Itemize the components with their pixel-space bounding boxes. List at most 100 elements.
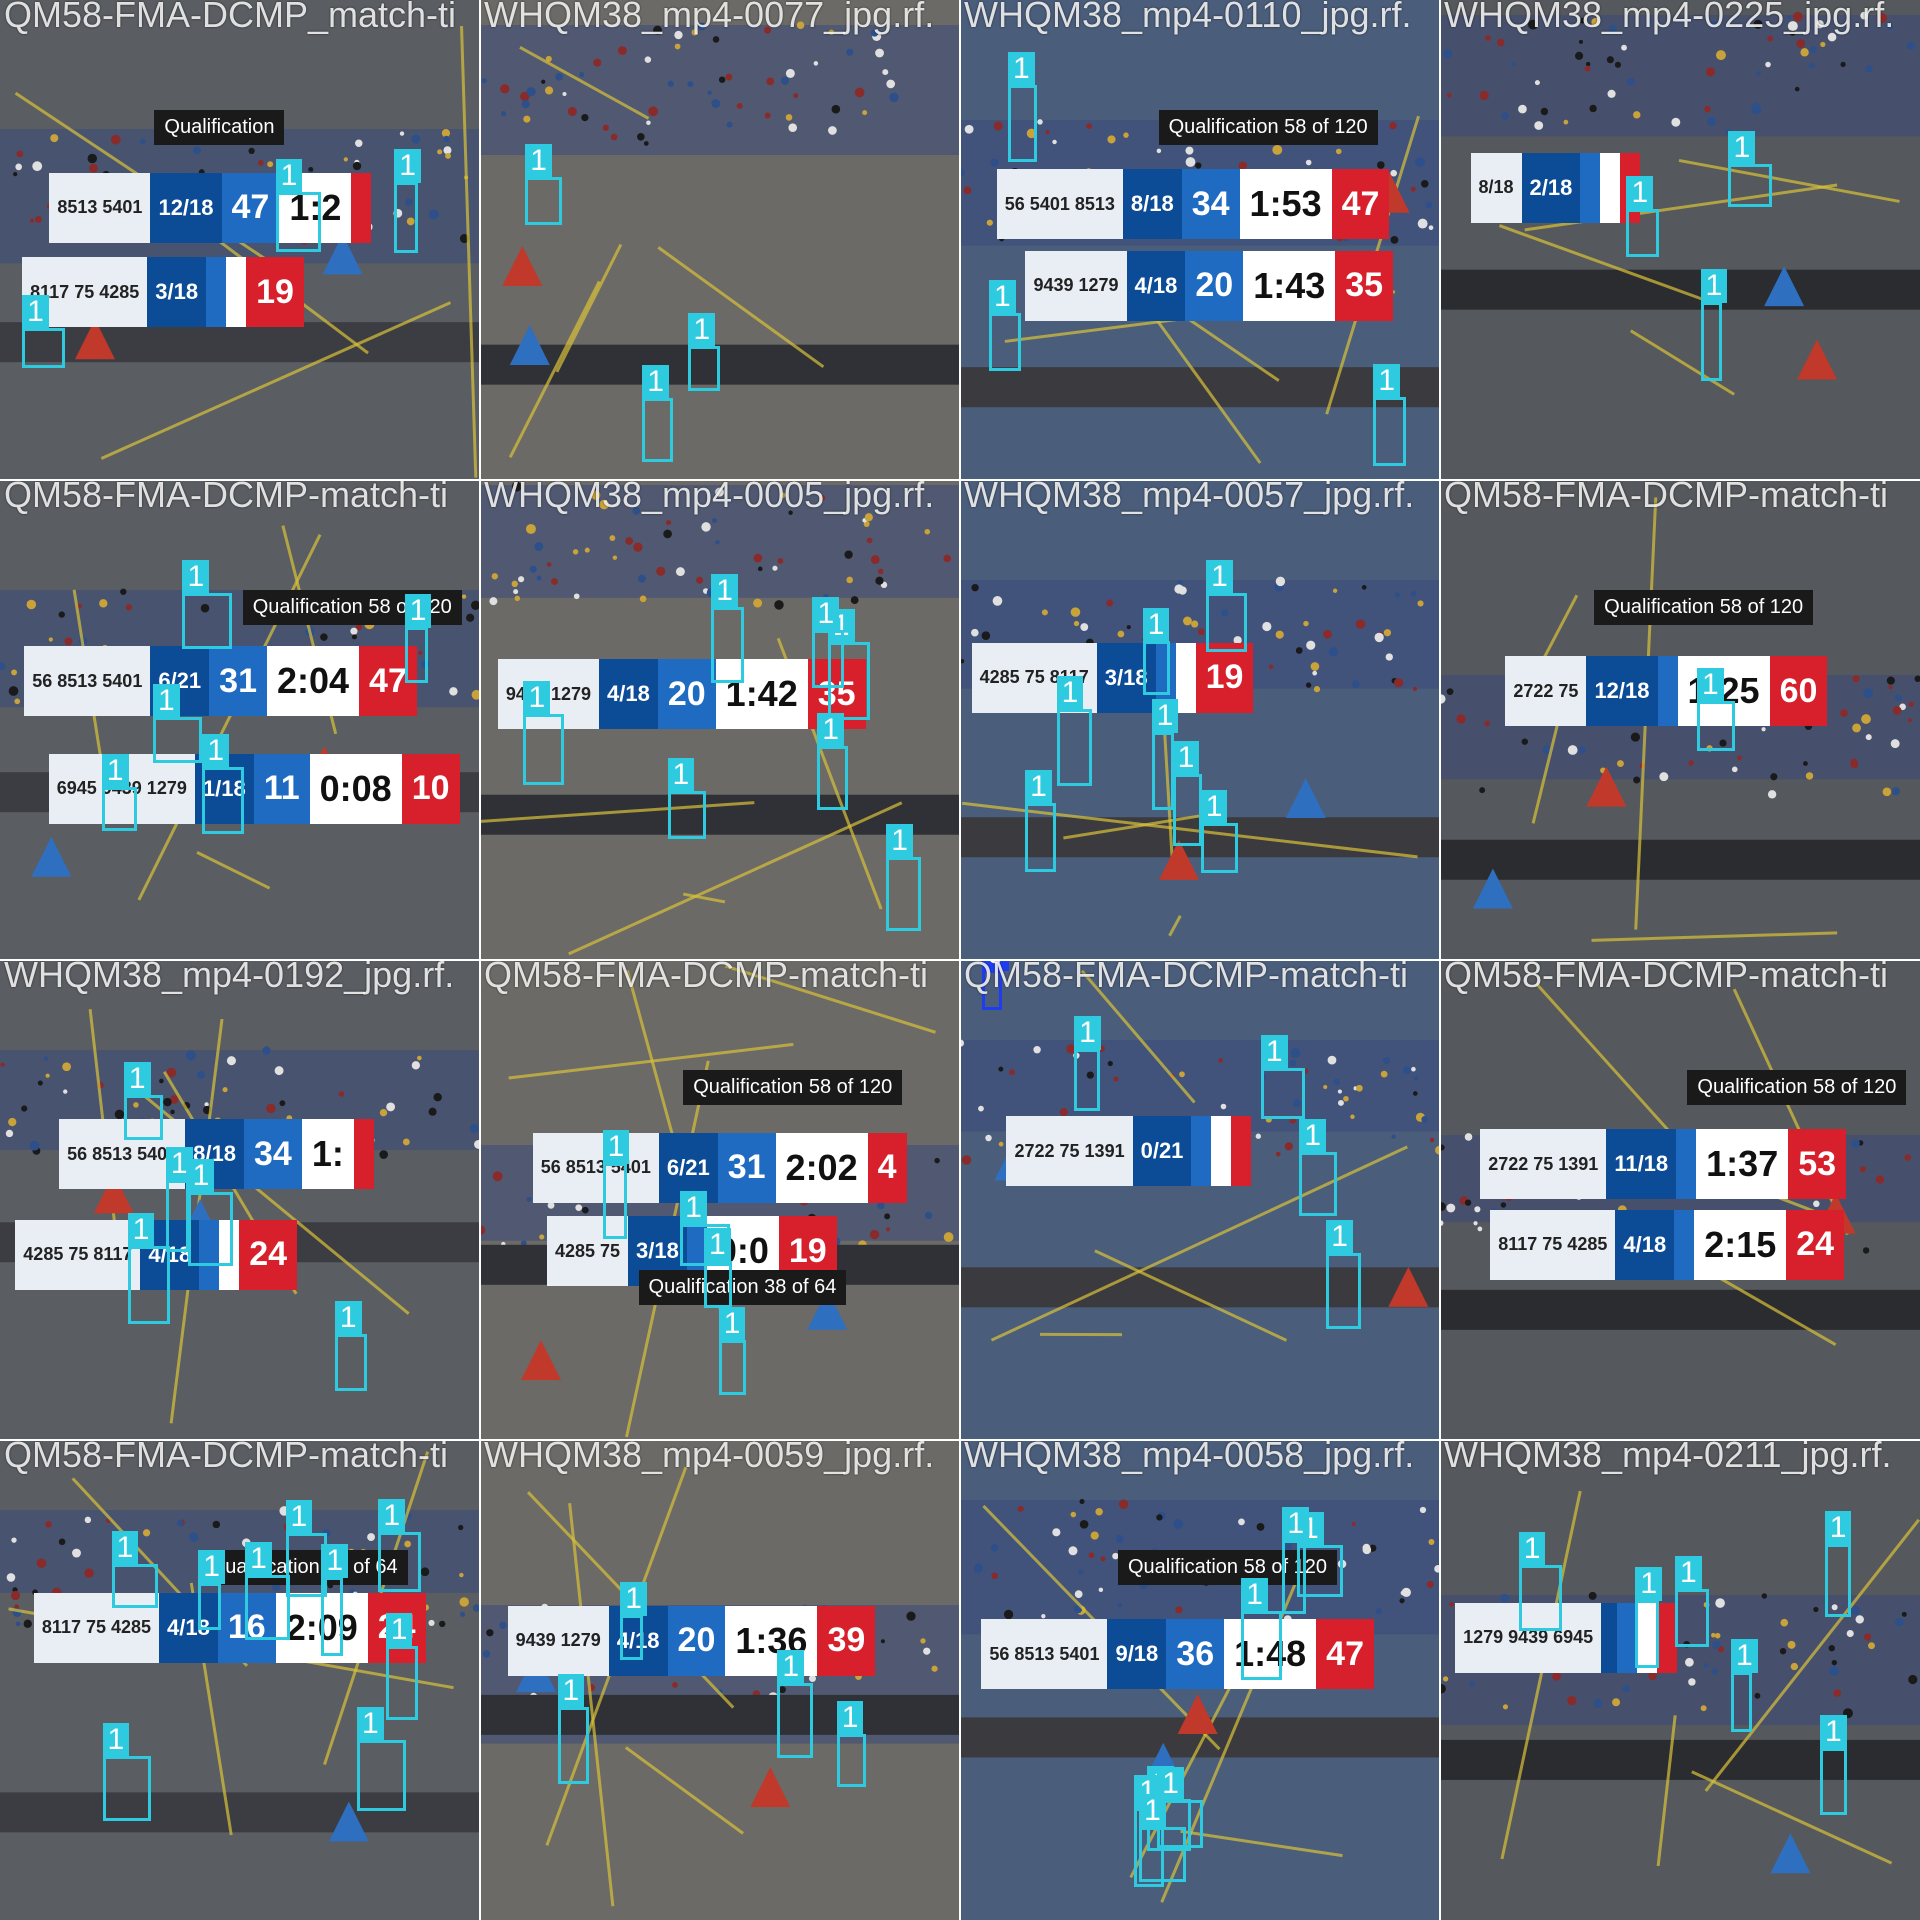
detection-box: 1 (602, 1129, 630, 1239)
detection-box: 1 (334, 1300, 368, 1391)
detection-label: 1 (557, 1674, 585, 1709)
match-scoreboard: 9439 1279 4/18 20 1:43 35 (1025, 250, 1394, 321)
detection-label: 1 (1151, 699, 1179, 734)
arena-photo (1440, 0, 1920, 480)
mosaic-tile: 8/18 2/18 1 1 1 WHQM38_mp4-0225_jpg.rf. (1440, 0, 1920, 480)
grid-divider (1439, 0, 1441, 1920)
image-filename: QM58-FMA-DCMP-match-ti (4, 1440, 449, 1475)
image-filename: WHQM38_mp4-0058_jpg.rf. (964, 1440, 1415, 1475)
score-teams: 56 5401 8513 (996, 169, 1123, 240)
score-time: 2:15 (1694, 1209, 1787, 1280)
detection-box: 1 (1200, 790, 1238, 874)
score-time (1637, 1602, 1658, 1673)
detection-label: 1 (1373, 364, 1401, 399)
detection-box: 1 (703, 1227, 733, 1308)
detection-label: 1 (404, 594, 432, 629)
detection-box: 1 (1696, 667, 1736, 752)
score-red (1657, 1602, 1678, 1673)
score-time: 1:36 (725, 1605, 818, 1676)
score-teams: 8/18 (1470, 152, 1522, 223)
score-teams: 56 8513 5401 (59, 1119, 186, 1190)
detection-label: 1 (1700, 268, 1728, 303)
detection-box: 1 (523, 680, 564, 785)
score-frac: 0/21 (1132, 1116, 1192, 1186)
image-filename: WHQM38_mp4-0225_jpg.rf. (1444, 0, 1895, 35)
detection-box: 1 (1151, 699, 1179, 810)
match-scoreboard: 8/18 2/18 (1470, 152, 1641, 223)
match-scoreboard: 2722 75 1391 11/18 1:37 53 (1480, 1129, 1847, 1200)
score-blue: 34 (1181, 169, 1240, 240)
detection-box: 1 (1260, 1035, 1306, 1120)
detection-box: 1 (385, 1613, 419, 1720)
score-red: 4 (867, 1132, 907, 1203)
match-scoreboard: 56 5401 8513 8/18 34 1:53 47 (996, 169, 1390, 240)
score-red: 19 (246, 257, 304, 328)
detection-label: 1 (1200, 790, 1228, 825)
detection-box: 1 (1206, 559, 1248, 653)
detection-label: 1 (285, 1500, 313, 1535)
detection-box: 1 (1172, 741, 1203, 846)
score-red: 24 (1786, 1209, 1845, 1280)
detection-box: 1 (1142, 608, 1171, 695)
score-time (219, 1219, 240, 1290)
detection-label: 1 (523, 680, 551, 715)
score-blue (1155, 642, 1176, 713)
detection-box: 1 (123, 1062, 164, 1140)
detection-label: 1 (718, 1307, 746, 1342)
detection-box: 1 (1025, 770, 1057, 873)
score-frac: 6/21 (658, 1132, 718, 1203)
image-filename: QM58-FMA-DCMP-match-ti (1444, 960, 1889, 995)
arena-photo (480, 0, 960, 480)
score-teams: 2722 75 1391 (1480, 1129, 1607, 1200)
score-time: 2:02 (775, 1132, 868, 1203)
detection-label: 1 (1696, 667, 1724, 702)
detection-box: 1 (1373, 364, 1407, 466)
score-blue (686, 1216, 707, 1287)
score-red: 35 (1335, 250, 1394, 321)
score-red: 60 (1769, 656, 1828, 726)
score-frac: 4/18 (599, 659, 658, 730)
detection-label: 1 (817, 712, 844, 747)
image-filename: WHQM38_mp4-0059_jpg.rf. (484, 1440, 935, 1475)
detection-box: 1 (378, 1499, 421, 1592)
image-filename: WHQM38_mp4-0077_jpg.rf. (484, 0, 935, 35)
score-time (1600, 152, 1621, 223)
arena-photo (1440, 960, 1920, 1440)
detection-box: 1 (127, 1212, 170, 1324)
score-blue (1617, 1602, 1638, 1673)
image-filename: QM58-FMA-DCMP_match-ti (4, 0, 457, 35)
detection-label: 1 (378, 1499, 405, 1534)
score-blue (1580, 152, 1601, 223)
detection-label-alt: 0 (982, 960, 1009, 971)
detection-box: 1 (102, 1723, 151, 1821)
score-blue (199, 1219, 220, 1290)
detection-label: 1 (703, 1227, 731, 1262)
detection-box: 1 (525, 143, 562, 225)
score-frac: 4/18 (159, 1592, 218, 1663)
detection-label: 1 (1282, 1506, 1310, 1541)
detection-box: 1 (1241, 1578, 1282, 1681)
score-blue (206, 257, 227, 328)
detection-label: 1 (1675, 1556, 1702, 1591)
qualification-banner: Qualification 58 of 120 (1687, 1070, 1907, 1105)
arena-photo (0, 480, 480, 960)
score-red: 47 (1331, 169, 1390, 240)
score-frac: 3/18 (1096, 642, 1156, 713)
detection-box: 1 (1819, 1715, 1848, 1816)
arena-photo (960, 480, 1440, 960)
mosaic-tile: 1 1 1 WHQM38_mp4-0077_jpg.rf. (480, 0, 960, 480)
qualification-banner: Qualification 58 of 120 (1158, 110, 1378, 145)
score-blue: 47 (221, 172, 280, 243)
qualification-banner: Qualification 58 of 120 (1594, 590, 1814, 625)
score-teams: 8117 75 4285 (1490, 1209, 1616, 1280)
detection-box: 1 (202, 733, 244, 835)
detection-label: 1 (1728, 131, 1756, 166)
detection-box: 1 (667, 758, 706, 840)
detection-box: 1 (777, 1650, 814, 1758)
detection-label: 1 (275, 159, 303, 194)
score-teams: 56 8513 5401 (532, 1132, 659, 1203)
match-scoreboard: 56 8513 5401 8/18 34 1: (59, 1119, 374, 1190)
score-teams: 1279 9439 6945 (1455, 1602, 1602, 1673)
detection-box: 1 (182, 560, 232, 649)
